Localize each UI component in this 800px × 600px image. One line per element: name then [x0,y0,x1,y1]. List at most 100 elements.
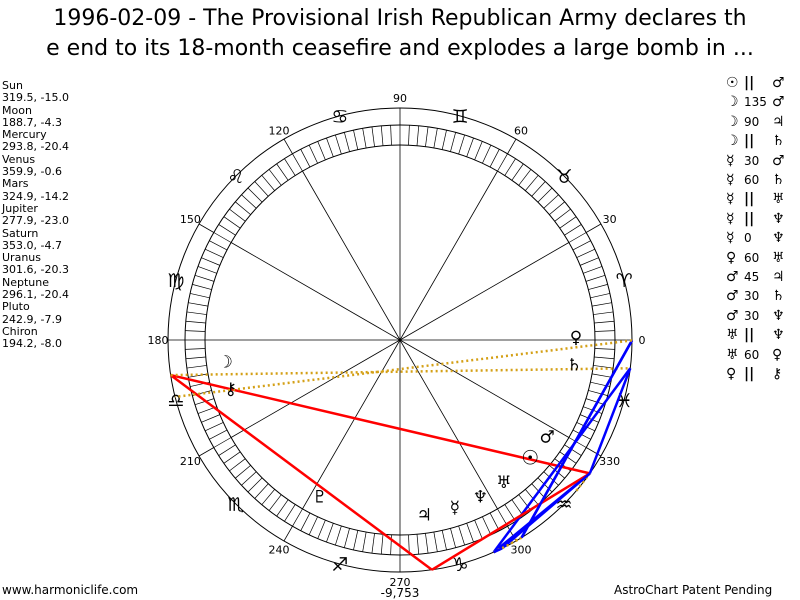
aspect-row: ☽ || ♄ [726,132,792,151]
band-tick [576,248,596,258]
band-tick [458,525,465,546]
band-tick [284,504,296,522]
band-tick [185,320,206,324]
band-tick [594,348,615,350]
band-tick [568,232,587,243]
planet-glyph: ☿ [726,191,735,208]
band-tick [554,208,571,222]
planet-position: 194.2, -8.0 [2,337,62,351]
band-tick [209,429,228,440]
zodiac-sign-glyph: ♌ [227,166,244,188]
band-tick [213,437,232,448]
aspect-line [169,374,433,571]
planet-position: 359.9, -0.6 [2,165,62,179]
planet-glyph: ♄ [772,288,785,305]
planet-glyph: ☿ [726,172,735,189]
planet-glyph: ☿ [726,230,735,247]
planet-position: 301.6, -20.3 [2,263,69,277]
band-tick [229,458,246,472]
planet-name: Chiron [2,324,38,338]
band-tick [235,465,251,479]
band-tick [276,499,289,517]
planet-glyph: ☽ [726,133,739,150]
aspect-row: ☽ 135 ♂ [726,93,792,112]
aspect-row: ♂ 30 ♄ [726,287,792,306]
band-tick [466,523,474,543]
band-tick [317,141,326,160]
spoke-outer [507,138,517,155]
band-tick [353,530,359,550]
band-tick [416,534,420,555]
planet-glyph: ☽ [726,94,739,111]
band-tick [433,128,438,149]
band-tick [185,330,206,332]
aspect-line [520,339,634,539]
planet-glyph: ♀ [772,346,783,363]
band-tick [204,248,224,258]
band-tick [241,194,257,209]
planet-glyph: ♃ [772,113,785,130]
aspect-type: 45 [744,270,760,285]
aspect-row: ☉ || ♂ [726,74,792,93]
degree-label: 0 [639,334,646,347]
band-tick [559,451,577,464]
band-tick [380,534,384,555]
degree-label: 180 [148,334,169,347]
aspect-line [170,367,631,377]
zodiac-sign-glyph: ♉ [556,166,573,188]
band-tick [416,125,420,146]
aspect-type: 135 [744,95,767,110]
planet-name: Saturn [2,226,39,240]
band-tick [213,232,232,243]
band-tick [543,471,559,486]
band-tick [317,520,326,539]
band-tick [185,348,206,350]
planet-glyph: ♆ [772,307,785,324]
band-tick [371,126,375,147]
band-tick [425,126,429,147]
planet-glyph-uranus: ♅ [496,473,511,493]
spoke-outer [198,223,215,233]
band-tick [568,437,587,448]
planet-glyph: ♆ [772,327,785,344]
bottom-value: -9,753 [381,586,420,600]
band-tick [450,528,456,548]
aspect-list: ☉ || ♂ ☽ 135 ♂ ☽ 90 ♃ ☽ || ♄ ☿ 30 ♂ ☿ 60 ♄ ☿ || ♅ ☿ || ♆ ☿ 0 ♆ ♀ 60 ♅… [726,74,792,385]
planet-name: Mercury [2,128,47,142]
degree-label: 210 [180,455,201,468]
planet-glyph: ♅ [772,191,785,208]
band-tick [531,181,546,197]
degree-label: 150 [180,213,201,226]
band-tick [580,257,599,266]
band-tick [408,125,410,146]
aspect-type: 0 [744,231,752,246]
planet-glyph: ♀ [726,366,737,383]
band-tick [292,153,303,172]
aspect-line [575,472,591,492]
band-tick [197,266,217,274]
planet-name: Jupiter [2,201,38,215]
spoke-outer [283,138,293,155]
degree-label: 300 [511,544,532,557]
band-tick [504,158,516,176]
planet-glyph-neptune: ♆ [473,488,488,508]
band-tick [511,163,524,181]
planet-glyph: ☉ [726,75,739,91]
aspect-line [501,536,523,550]
spoke-outer [585,447,602,457]
spoke-outer [198,447,215,457]
band-tick [201,414,220,423]
site-link[interactable]: www.harmoniclife.com [2,583,139,597]
aspect-line [492,367,632,554]
aspect-type: || [744,366,755,383]
zodiac-sign-glyph: ♏ [227,494,244,516]
planet-glyph: ☿ [726,210,735,227]
band-tick [284,158,296,176]
planet-position: 353.0, -4.7 [2,238,62,252]
band-tick [241,471,257,486]
aspect-row: ♀ 60 ♅ [726,249,792,268]
band-tick [335,134,342,155]
aspect-line [588,367,632,474]
planet-glyph: ♄ [772,133,785,150]
planet-name: Moon [2,103,32,117]
